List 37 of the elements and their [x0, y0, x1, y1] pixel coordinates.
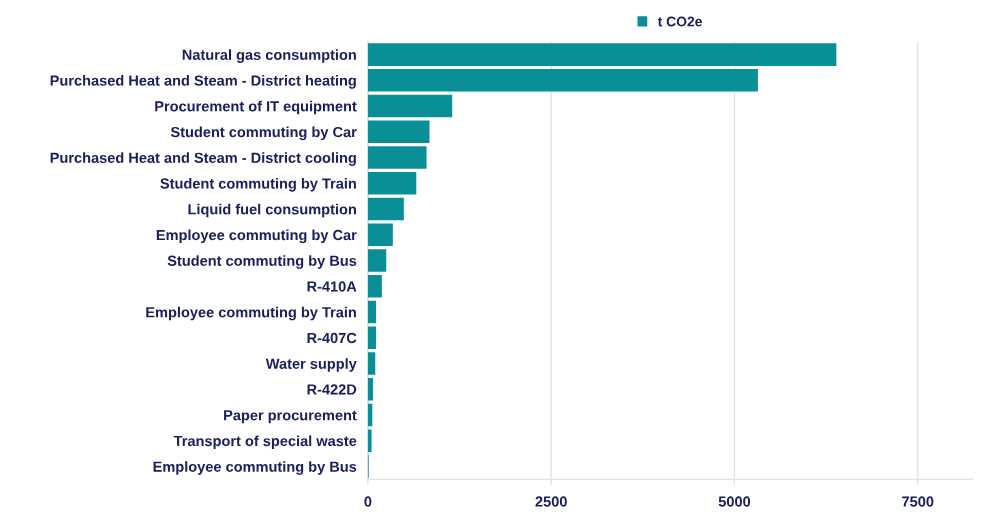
y-tick-label: Purchased Heat and Steam - District heating — [50, 75, 356, 89]
legend-label: t CO2e — [657, 16, 702, 27]
y-tick-label: Natural gas consumption — [182, 49, 356, 63]
y-tick-label: Student commuting by Train — [160, 177, 356, 192]
bar — [367, 274, 382, 298]
y-tick-label: R-422D — [307, 384, 357, 395]
bar — [367, 120, 430, 144]
bar — [367, 171, 417, 195]
x-tick-label: 7500 — [902, 496, 934, 507]
y-tick-label: Liquid fuel consumption — [188, 203, 356, 218]
y-tick-label: R-407C — [307, 332, 357, 344]
bar — [367, 377, 374, 401]
x-tick-label: 0 — [364, 496, 372, 507]
bar — [367, 68, 758, 92]
bar — [367, 300, 376, 324]
bar — [367, 223, 393, 247]
y-tick-label: Employee commuting by Bus — [153, 461, 357, 475]
bar — [367, 43, 837, 66]
bar — [367, 429, 372, 453]
y-tick-label: Employee commuting by Car — [156, 229, 357, 244]
x-tick-label: 5000 — [718, 496, 751, 507]
y-tick-label: Water supply — [265, 358, 357, 372]
y-tick-label: Paper procurement — [224, 410, 357, 424]
bar — [367, 94, 453, 118]
y-tick-label: Student commuting by Car — [170, 126, 357, 141]
bar — [367, 352, 376, 375]
bar — [367, 197, 404, 221]
bar — [367, 326, 376, 350]
y-tick-label: Transport of special waste — [173, 435, 357, 450]
bar — [367, 146, 427, 169]
bar — [367, 249, 387, 272]
y-tick-label: Procurement of IT equipment — [155, 100, 357, 115]
y-tick-label: Student commuting by Bus — [167, 255, 357, 269]
y-tick-label: Employee commuting by Train — [146, 306, 356, 321]
y-tick-label: R-410A — [307, 281, 357, 292]
x-tick-label: 2500 — [535, 496, 567, 507]
y-tick-label: Purchased Heat and Steam - District cooling — [50, 152, 356, 166]
